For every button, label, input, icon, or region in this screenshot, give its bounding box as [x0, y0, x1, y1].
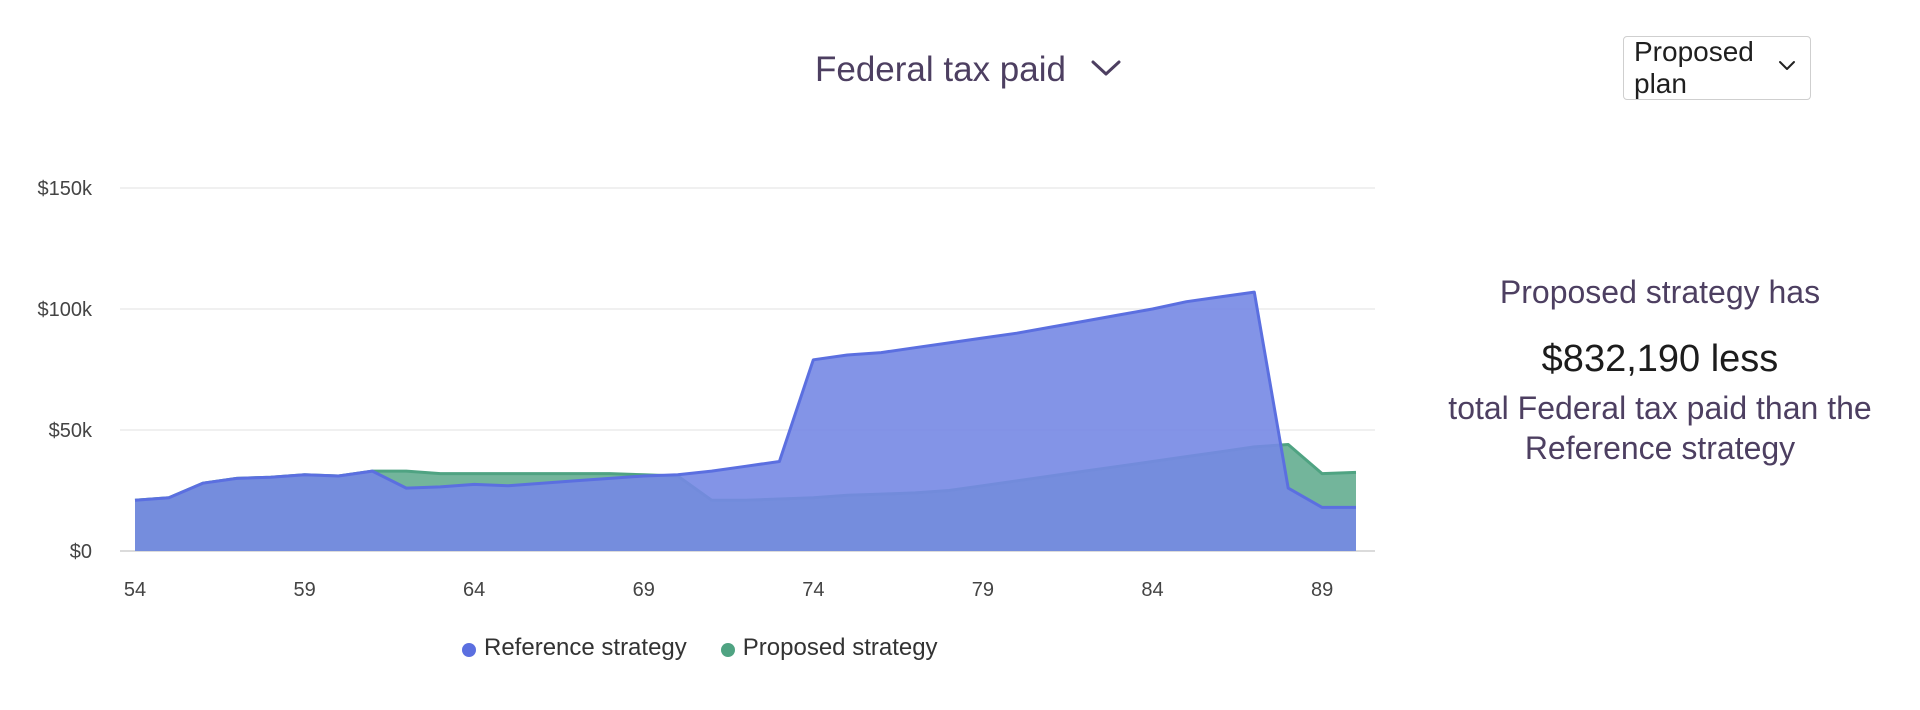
x-tick-label: 74 — [802, 579, 824, 601]
summary-amount: $832,190 less — [1541, 338, 1779, 380]
area-reference-strategy — [135, 292, 1356, 551]
plan-dropdown[interactable]: Proposed plan — [1623, 36, 1811, 100]
y-tick-label: $50k — [49, 420, 93, 442]
x-tick-label: 69 — [633, 579, 655, 601]
metric-selector-label: Federal tax paid — [815, 50, 1066, 89]
area-chart: $0 $50k $100k $150k 54 59 64 69 74 79 84 89 — [38, 178, 1375, 601]
x-tick-label: 54 — [124, 579, 146, 601]
legend-item-reference[interactable]: Reference strategy — [462, 634, 687, 662]
legend-dot-icon — [462, 642, 476, 657]
legend-label: Proposed strategy — [742, 634, 938, 661]
y-tick-label: $150k — [38, 178, 93, 200]
x-tick-label: 79 — [972, 579, 994, 601]
chart-legend: Reference strategy Proposed strategy — [462, 634, 938, 662]
x-tick-label: 89 — [1311, 579, 1333, 601]
legend-label: Reference strategy — [484, 634, 687, 661]
legend-item-proposed[interactable]: Proposed strategy — [720, 634, 938, 662]
legend-dot-icon — [720, 642, 735, 657]
plan-dropdown-label: Proposed plan — [1634, 36, 1754, 99]
x-tick-label: 64 — [463, 579, 485, 601]
summary-intro: Proposed strategy has — [1499, 274, 1821, 310]
y-tick-label: $100k — [38, 299, 93, 321]
chevron-down-icon — [1090, 58, 1122, 83]
summary-rest: total Federal tax paid than the Referenc… — [1448, 390, 1872, 466]
x-tick-label: 59 — [293, 579, 315, 601]
x-tick-label: 84 — [1141, 579, 1163, 601]
line-reference-strategy — [134, 290, 1356, 509]
metric-selector[interactable]: Federal tax paid — [815, 44, 1122, 96]
summary-panel: Proposed strategy has $832,190 less tota… — [1420, 270, 1900, 468]
y-tick-label: $0 — [70, 541, 92, 563]
chevron-down-icon — [1778, 59, 1796, 77]
